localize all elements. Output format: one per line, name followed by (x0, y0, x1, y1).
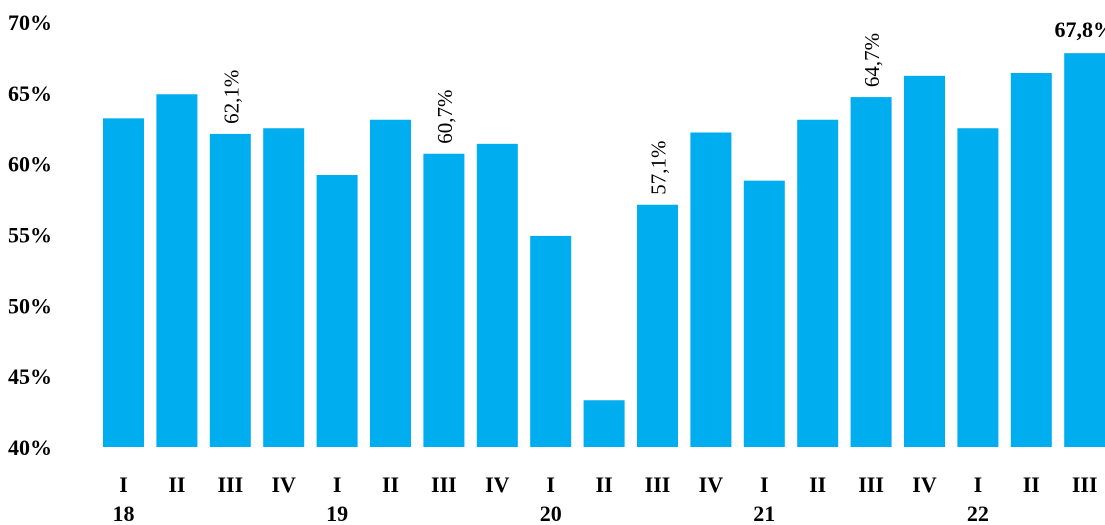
y-tick-label: 65% (8, 81, 52, 106)
x-tick-label: IV (699, 472, 724, 497)
bar (156, 94, 198, 447)
x-tick-label: I (760, 472, 769, 497)
data-label: 62,1% (219, 70, 243, 124)
x-tick-label: II (382, 472, 399, 497)
y-tick-label: 70% (8, 10, 52, 35)
x-tick-label: I (119, 472, 128, 497)
bar (850, 97, 892, 447)
x-tick-label: III (858, 472, 884, 497)
x-tick-label: I (974, 472, 983, 497)
bar (209, 133, 251, 447)
x-tick-label: III (431, 472, 457, 497)
bar (1064, 53, 1105, 448)
x-tick-label: III (1072, 472, 1098, 497)
bar (1010, 73, 1052, 447)
y-tick-label: 55% (8, 223, 52, 248)
bar (690, 132, 732, 447)
data-label: 64,7% (860, 33, 884, 87)
data-label: 67,8% (1054, 17, 1105, 42)
bar (530, 235, 572, 447)
data-label: 57,1% (647, 141, 671, 195)
y-tick-label: 40% (8, 435, 52, 460)
x-tick-label: III (645, 472, 671, 497)
year-label: 21 (753, 501, 775, 525)
x-tick-label: I (333, 472, 342, 497)
year-label: 22 (967, 501, 989, 525)
bar (957, 128, 999, 447)
x-tick-label: II (809, 472, 826, 497)
bars (103, 53, 1105, 448)
bar (423, 153, 465, 447)
x-tick-label: IV (485, 472, 510, 497)
y-tick-label: 60% (8, 152, 52, 177)
bar (904, 75, 945, 447)
bar (103, 118, 144, 447)
data-label: 60,7% (433, 90, 457, 144)
y-tick-label: 45% (8, 364, 52, 389)
bar (637, 204, 678, 447)
bar (743, 180, 785, 447)
bar (263, 128, 305, 447)
year-label: 18 (113, 501, 135, 525)
bar (797, 119, 839, 447)
data-labels: 62,1% 60,7% 57,1% 64,7% 67,8% (219, 17, 1105, 195)
x-tick-label: I (546, 472, 555, 497)
bar (316, 175, 358, 447)
year-label: 19 (326, 501, 348, 525)
x-tick-label: II (168, 472, 185, 497)
bar (583, 400, 625, 447)
x-tick-label: II (596, 472, 613, 497)
x-tick-label: II (1023, 472, 1040, 497)
x-tick-label: IV (912, 472, 937, 497)
bar (476, 143, 518, 448)
year-label: 20 (540, 501, 562, 525)
bar (370, 119, 411, 447)
y-axis: 40% 45% 50% 55% 60% 65% 70% (8, 10, 52, 460)
x-tick-label: III (217, 472, 243, 497)
y-tick-label: 50% (8, 293, 52, 318)
x-tick-label: IV (271, 472, 296, 497)
